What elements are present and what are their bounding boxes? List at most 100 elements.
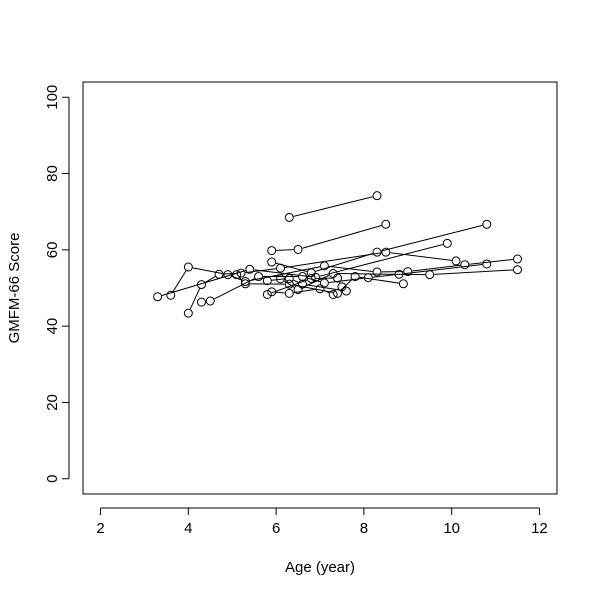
data-point — [372, 191, 382, 201]
data-point — [460, 260, 470, 270]
data-point — [254, 272, 264, 282]
series-segment — [403, 263, 483, 275]
data-point — [372, 267, 382, 277]
data-point — [328, 289, 338, 299]
series-segment — [293, 196, 373, 217]
series-segment — [205, 276, 216, 283]
y-tick-label: 60 — [44, 242, 61, 259]
x-tick-label: 8 — [360, 520, 368, 537]
data-point — [482, 259, 492, 269]
series-segment — [306, 277, 321, 283]
x-tick-label: 6 — [272, 520, 280, 537]
data-point — [293, 244, 303, 254]
series-segment — [239, 277, 243, 281]
x-axis-label: Age (year) — [285, 559, 355, 576]
series-segment — [315, 253, 373, 272]
series-segment — [223, 272, 237, 275]
series-5 — [183, 247, 461, 318]
series-segment — [271, 278, 285, 281]
data-point — [425, 270, 435, 280]
series-10 — [262, 273, 351, 296]
series-segment — [271, 279, 308, 294]
data-point — [398, 279, 408, 289]
data-point — [183, 308, 193, 318]
data-point — [245, 264, 255, 274]
data-point — [284, 279, 294, 289]
data-point — [319, 278, 329, 288]
series-segment — [245, 268, 277, 274]
data-point — [482, 219, 492, 229]
data-point — [451, 256, 461, 266]
data-point — [232, 270, 242, 280]
series-segment — [214, 278, 255, 300]
series-segment — [381, 224, 483, 252]
data-point — [223, 270, 233, 280]
y-tick-label: 100 — [44, 85, 61, 110]
data-point — [205, 296, 215, 306]
series-segment — [372, 274, 395, 278]
data-point — [293, 285, 303, 295]
data-point — [513, 254, 522, 264]
data-point — [166, 290, 176, 300]
series-segment — [293, 288, 316, 294]
series-segment — [284, 252, 382, 268]
y-tick-label: 80 — [44, 165, 61, 182]
series-segment — [284, 280, 295, 288]
x-tick-label: 10 — [443, 520, 460, 537]
series-segment — [276, 249, 294, 251]
series-segment — [323, 290, 330, 294]
series-segment — [434, 269, 514, 275]
data-point — [267, 257, 277, 267]
series-1 — [284, 191, 382, 222]
data-point — [381, 247, 391, 257]
data-point — [442, 238, 452, 248]
series-segment — [319, 244, 444, 277]
data-point — [372, 247, 382, 257]
series-2 — [267, 219, 391, 256]
series-layer — [153, 191, 522, 318]
x-tick-label: 12 — [531, 520, 548, 537]
x-tick-label: 4 — [184, 520, 192, 537]
data-point — [513, 265, 522, 275]
series-segment — [412, 264, 461, 272]
data-point — [284, 212, 294, 222]
y-tick-label: 40 — [44, 318, 61, 335]
data-point — [284, 288, 294, 298]
series-segment — [359, 276, 400, 284]
series-segment — [302, 225, 382, 249]
series-6 — [166, 254, 522, 300]
series-segment — [249, 266, 321, 282]
y-tick-label: 20 — [44, 394, 61, 411]
data-point — [183, 262, 193, 272]
data-point — [240, 279, 250, 289]
data-point — [236, 268, 246, 278]
series-segment — [192, 267, 224, 275]
series-segment — [276, 291, 285, 294]
series-segment — [306, 284, 342, 291]
series-8 — [232, 270, 408, 298]
series-segment — [172, 270, 187, 292]
data-point — [276, 263, 285, 273]
series-segment — [189, 288, 201, 310]
data-point — [337, 282, 347, 292]
data-point — [262, 289, 272, 299]
x-tick-label: 2 — [96, 520, 104, 537]
data-point — [214, 269, 224, 279]
data-point — [381, 219, 391, 229]
series-segment — [328, 265, 373, 272]
data-point — [350, 272, 360, 282]
data-point — [333, 273, 343, 283]
data-point — [403, 267, 413, 277]
series-segment — [390, 252, 452, 261]
data-point — [297, 279, 307, 289]
series-segment — [293, 279, 299, 283]
data-point — [197, 280, 206, 290]
data-point — [197, 297, 206, 307]
plot-frame — [82, 81, 558, 495]
y-tick-label: 0 — [44, 475, 61, 483]
x-axis: 2 4 6 8 10 12 — [96, 507, 548, 537]
series-segment — [337, 273, 426, 276]
data-point — [315, 284, 325, 294]
series-segment — [469, 258, 514, 265]
